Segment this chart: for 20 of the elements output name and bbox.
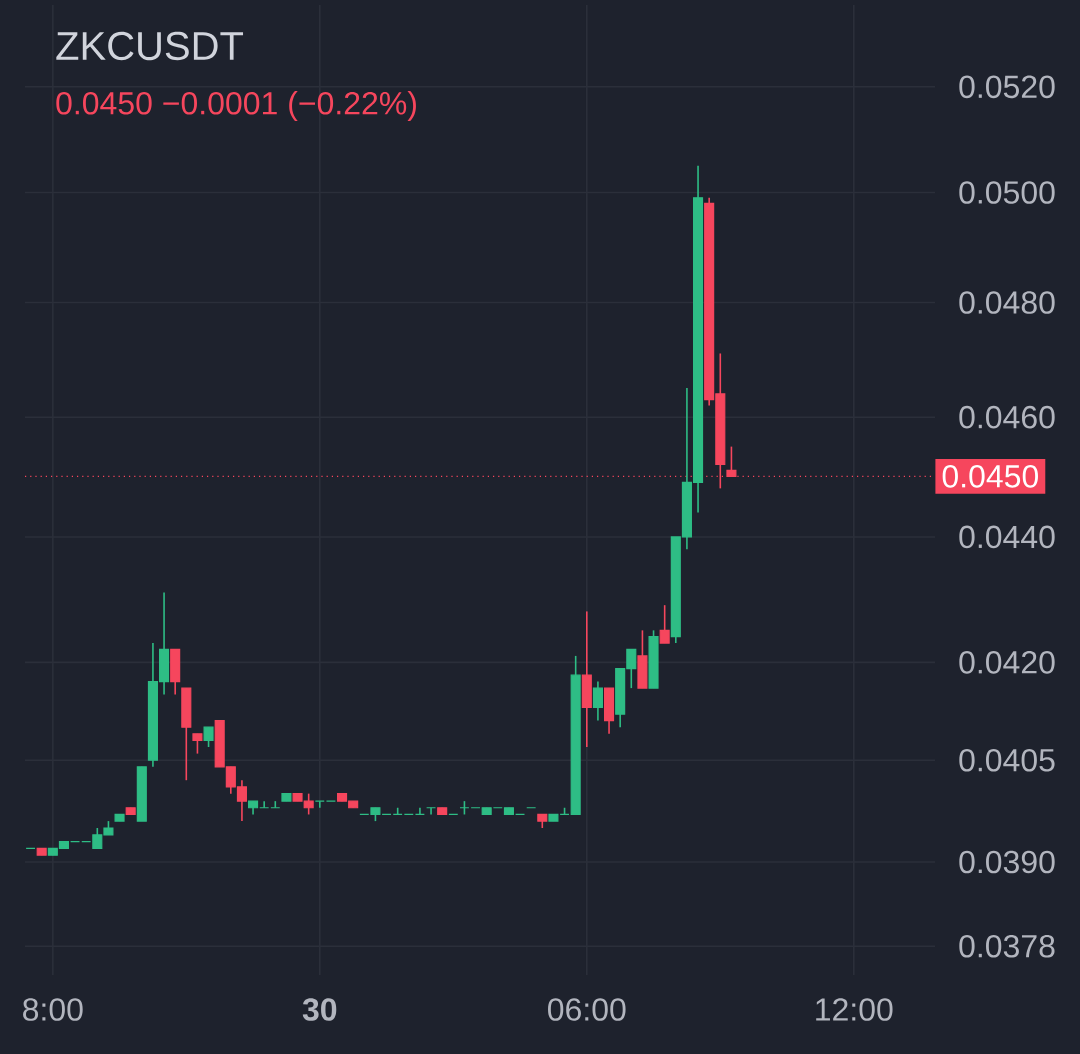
y-tick-label: 0.0378	[959, 934, 1055, 958]
y-tick-label: 0.0420	[959, 651, 1055, 674]
y-tick-label: 0.0405	[959, 748, 1055, 772]
y-tick-label: 0.0440	[959, 525, 1055, 549]
y-tick-label: 0.0500	[959, 181, 1055, 204]
text: ZKCUSDT	[56, 31, 244, 61]
y-tick-label: 0.0480	[959, 291, 1055, 314]
annotation: 0.0450 −0.0001 (−0.22%)	[56, 91, 416, 121]
x-tick-label: 30	[302, 998, 337, 1021]
candlestick	[592, 680, 603, 722]
x-tick-label: 06:00	[548, 998, 626, 1021]
x-tick-label: 8:00	[23, 998, 83, 1021]
y-tick-label: 0.0390	[959, 850, 1055, 874]
y-tick-label: 0.0520	[959, 75, 1055, 99]
candlestick	[659, 604, 670, 644]
y-tick-label: 0.0460	[959, 405, 1055, 429]
ref-line-label: 0.0450	[942, 465, 1038, 488]
candlestick	[203, 726, 214, 748]
candlestick	[192, 733, 203, 755]
x-tick-label: 12:00	[816, 998, 893, 1021]
